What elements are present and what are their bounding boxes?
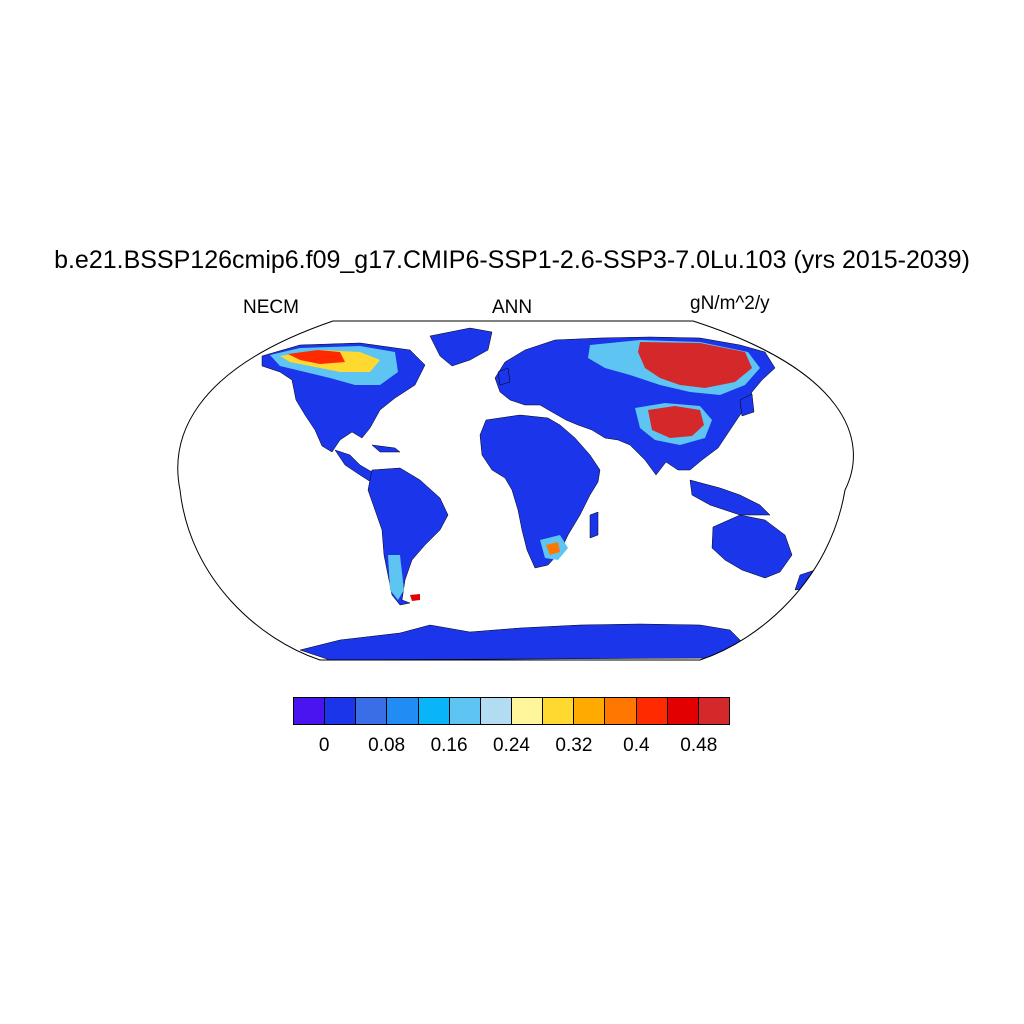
colorbar-tick-label: 0.32 [555,735,593,756]
colorbar-box [356,698,388,724]
colorbar-box [325,698,357,724]
colorbar-box [418,698,450,724]
units-label: gN/m^2/y [690,293,770,314]
southeast-asia-islands [689,479,771,516]
colorbar-tick-label: 0.16 [430,735,468,756]
hotspot-south-africa-core [546,542,560,555]
colorbar-box [698,698,729,724]
hotspot-siberia [638,342,752,388]
antarctica [299,623,751,660]
greenland [429,327,493,367]
season-label: ANN [491,297,533,318]
colorbar-box [480,698,512,724]
colorbar-box [449,698,481,724]
variable-label: NECM [243,297,299,318]
colorbar-box [636,698,668,724]
colorbar-tick-label: 0 [318,735,330,756]
uk [497,367,511,386]
colorbar-box [387,698,419,724]
colorbar-tick-label: 0.48 [680,735,718,756]
colorbar [293,697,730,725]
map-outline [177,320,854,661]
colorbar-tick-label: 0.08 [368,735,406,756]
hotspot-patagonia [388,555,404,600]
colorbar-tick-label: 0.4 [623,735,650,756]
south-america [367,467,449,606]
colorbar-box [667,698,699,724]
africa [479,414,601,569]
colorbar-box [294,698,326,724]
colorbar-box [511,698,544,724]
colorbar-tick-label: 0.24 [493,735,530,756]
caribbean [371,444,401,453]
colorbar-box [605,698,637,724]
map-title: b.e21.BSSP126cmip6.f09_g17.CMIP6-SSP1-2.… [54,246,970,274]
hotspot-alaska-red [288,350,345,364]
madagascar [589,511,599,539]
japan [739,393,755,417]
colorbar-box [543,698,575,724]
hotspot-tibet [648,406,704,438]
hotspot-patagonia-red [410,594,420,601]
australia [711,514,793,579]
colorbar-box [574,698,606,724]
